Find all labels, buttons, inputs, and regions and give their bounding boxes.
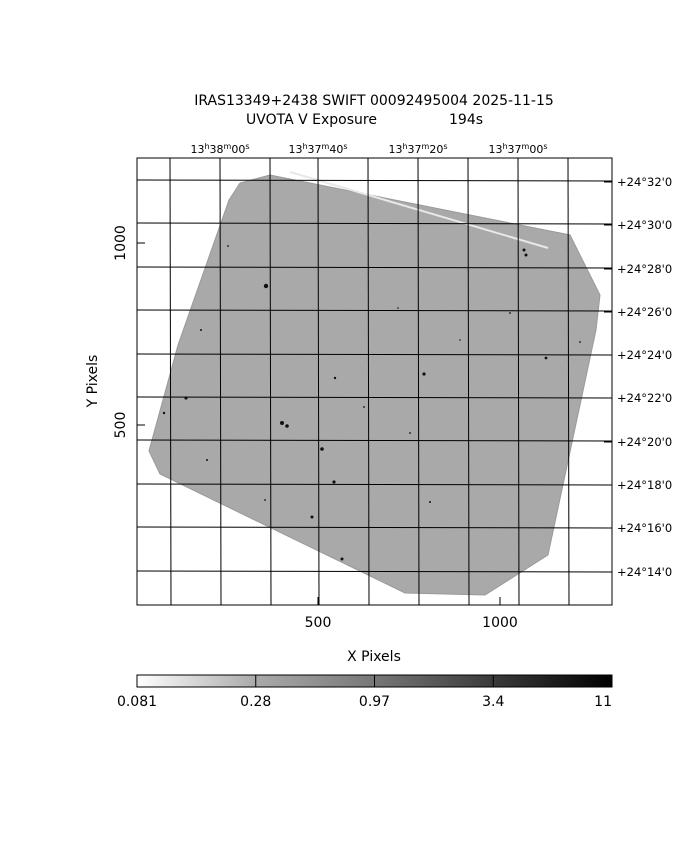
source-point xyxy=(320,447,324,451)
source-point xyxy=(162,411,166,415)
grid-line-ra xyxy=(417,158,420,605)
dec-axis: +24°32'0 +24°30'0 +24°28'0 +24°26'0 +24°24'0… xyxy=(604,175,672,579)
grid-line-ra xyxy=(169,158,172,605)
source-point xyxy=(280,421,284,425)
ra-tick-label: 13h37m20s xyxy=(388,142,447,156)
dec-tick-label: +24°26'0 xyxy=(617,305,672,319)
source-point xyxy=(363,406,365,408)
ra-tick-label: 13h37m40s xyxy=(288,142,347,156)
grid-line-dec xyxy=(137,396,612,399)
source-point xyxy=(285,424,289,428)
ra-tick-label: 13h37m00s xyxy=(488,142,547,156)
y-tick-label-1000: 1000 xyxy=(113,225,129,261)
source-point xyxy=(206,459,208,461)
grid-line-dec xyxy=(137,526,612,529)
grid-line-dec xyxy=(137,353,612,356)
ra-axis: 13h38m00s 13h37m40s 13h37m20s 13h37m00s xyxy=(190,142,548,166)
colorbar-label: 0.97 xyxy=(359,694,390,710)
colorbar-label: 0.28 xyxy=(240,694,271,710)
source-point xyxy=(522,248,526,252)
grid-line-dec xyxy=(137,483,612,486)
dec-tick-label: +24°22'0 xyxy=(617,391,672,405)
dec-tick-label: +24°30'0 xyxy=(617,218,672,232)
colorbar-label: 11 xyxy=(594,694,612,710)
grid-line-ra xyxy=(269,158,272,605)
source-point xyxy=(459,339,461,341)
source-point xyxy=(263,283,269,289)
title-line2: UVOTA V Exposure xyxy=(246,112,377,128)
source-point xyxy=(509,312,511,314)
source-point xyxy=(264,499,266,501)
grid-line-dec xyxy=(137,439,612,442)
title-line1: IRAS13349+2438 SWIFT 00092495004 2025-11… xyxy=(194,93,554,109)
source-point xyxy=(409,432,411,434)
source-point xyxy=(397,307,399,309)
grid-line-ra xyxy=(317,158,320,605)
colorbar-label: 3.4 xyxy=(482,694,504,710)
colorbar: 0.081 0.28 0.97 3.4 11 xyxy=(117,674,613,710)
grid-line-ra xyxy=(567,158,570,605)
dec-tick-label: +24°28'0 xyxy=(617,262,672,276)
grid-line-ra xyxy=(467,158,470,605)
grid-line-dec xyxy=(137,309,612,312)
grid-line-dec xyxy=(137,266,612,269)
source-point xyxy=(524,253,528,257)
source-point xyxy=(184,396,188,400)
ra-tick-label: 13h38m00s xyxy=(190,142,249,156)
source-point xyxy=(332,480,336,484)
dec-tick-label: +24°14'0 xyxy=(617,565,672,579)
y-tick-label-500: 500 xyxy=(113,412,129,439)
source-point xyxy=(310,515,314,519)
x-axis-label: X Pixels xyxy=(347,649,401,665)
y-axis: 500 1000 Y Pixels xyxy=(85,225,145,438)
grid-line-dec xyxy=(137,570,612,573)
colorbar-label: 0.081 xyxy=(117,694,157,710)
source-point xyxy=(544,356,548,360)
source-point xyxy=(429,501,431,503)
grid-line-dec xyxy=(137,179,612,182)
point-sources xyxy=(162,245,581,561)
x-axis: 500 1000 X Pixels xyxy=(305,597,518,665)
plot-frame xyxy=(136,157,613,606)
footprint-streak xyxy=(289,171,549,249)
dec-tick-label: +24°16'0 xyxy=(617,521,672,535)
x-tick-label-1000: 1000 xyxy=(482,615,518,631)
grid-line-ra xyxy=(367,158,370,605)
y-axis-label: Y Pixels xyxy=(85,355,101,409)
dec-tick-label: +24°18'0 xyxy=(617,478,672,492)
source-point xyxy=(579,341,581,343)
grid-line-ra xyxy=(517,158,520,605)
source-point xyxy=(340,557,344,561)
dec-tick-label: +24°20'0 xyxy=(617,435,672,449)
grid-line-dec xyxy=(137,222,612,225)
source-point xyxy=(227,245,229,247)
dec-tick-label: +24°24'0 xyxy=(617,348,672,362)
x-tick-label-500: 500 xyxy=(305,615,332,631)
source-point xyxy=(422,372,426,376)
exposure-footprint xyxy=(148,174,601,596)
coordinate-grid xyxy=(137,158,612,605)
grid-line-ra xyxy=(219,158,222,605)
source-point xyxy=(333,376,337,380)
dec-tick-label: +24°32'0 xyxy=(617,175,672,189)
source-point xyxy=(200,329,202,331)
exposure-value: 194s xyxy=(449,112,483,128)
